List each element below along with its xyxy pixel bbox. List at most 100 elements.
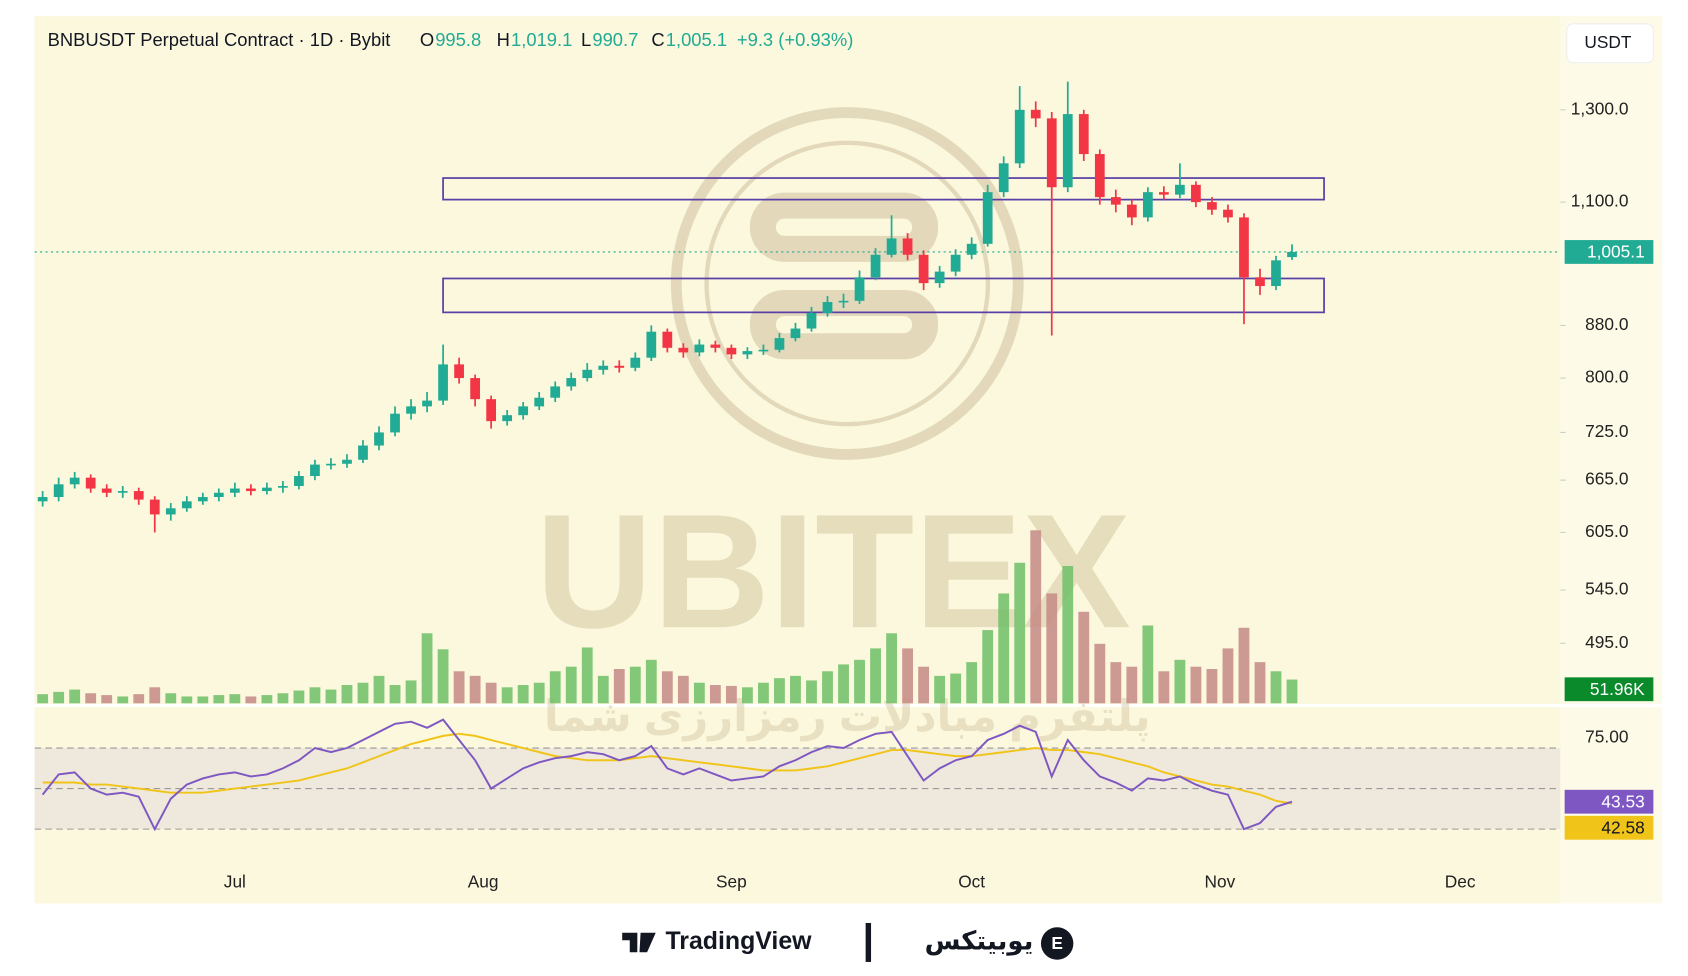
volume-label-box <box>1564 677 1654 702</box>
candle-body <box>710 344 721 348</box>
volume-bar <box>1190 666 1202 704</box>
candle-body <box>886 238 897 255</box>
candle-body <box>470 378 480 400</box>
candle-body <box>870 254 881 278</box>
candle-body <box>566 378 577 387</box>
candle-body <box>358 445 368 460</box>
candle-body <box>1191 184 1201 203</box>
candle-body <box>246 488 256 492</box>
candle-body <box>133 491 144 500</box>
volume-bar <box>405 680 417 704</box>
volume-bar <box>870 648 881 704</box>
volume-bar <box>1174 659 1186 704</box>
volume-bar <box>1094 643 1106 704</box>
rsi-ma-line <box>42 732 1293 805</box>
volume-bar <box>1142 625 1154 704</box>
volume-bar <box>181 696 193 704</box>
candle-body <box>422 400 432 407</box>
candle-body <box>662 331 673 348</box>
volume-bar <box>149 687 161 704</box>
volume-bar <box>1254 662 1266 704</box>
volume-bar <box>469 675 481 704</box>
volume-bar <box>950 673 962 704</box>
volume-bar <box>1014 562 1026 704</box>
volume-bar <box>838 664 849 704</box>
volume-bar <box>565 666 577 704</box>
candle-body <box>822 302 833 313</box>
volume-bar <box>1126 666 1138 704</box>
y-tick-label: 880.0 <box>1585 314 1628 334</box>
candle-body <box>1287 251 1297 258</box>
candle-body <box>678 347 689 353</box>
volume-bar <box>485 682 497 704</box>
volume-bar <box>693 682 705 704</box>
rsi-ma-label-box <box>1564 815 1654 840</box>
volume-bar <box>1110 662 1122 704</box>
candle-body <box>165 508 176 515</box>
zone <box>442 177 1325 201</box>
candle-body <box>1126 204 1137 218</box>
candle-body <box>774 338 785 350</box>
candle-body <box>1014 109 1025 164</box>
volume-bar <box>1030 530 1042 704</box>
volume-bar <box>742 687 753 704</box>
footer: TradingView یوبیتکس E <box>622 922 1074 962</box>
legend-key: L <box>581 29 591 50</box>
candle-body <box>934 271 945 284</box>
legend-value: 990.7 <box>592 29 638 50</box>
candle-body <box>229 488 240 493</box>
x-tick-label: Aug <box>468 872 499 892</box>
change-label: +9.3 (+0.93%) <box>737 29 853 50</box>
volume-bar <box>261 695 273 704</box>
volume-bar <box>934 675 946 704</box>
candle-body <box>1062 114 1073 188</box>
candle-body <box>1239 217 1249 278</box>
y-tick-label: 1,100.0 <box>1571 191 1629 211</box>
volume-bar <box>581 647 593 704</box>
volume-bar <box>886 633 897 704</box>
price-label-box <box>1564 240 1654 264</box>
candle-body <box>1046 118 1057 188</box>
ubitex-icon-glyph: E <box>1051 933 1063 953</box>
candle-body <box>950 254 961 272</box>
volume-bar <box>613 668 625 704</box>
volume-bar <box>357 682 369 704</box>
candle-body <box>1255 277 1265 287</box>
legend-key: C <box>651 29 664 50</box>
volume-bar <box>661 671 673 704</box>
currency-button[interactable] <box>1566 23 1654 64</box>
volume-bar <box>325 689 337 704</box>
candle-body <box>326 463 336 466</box>
volume-bar <box>293 690 305 704</box>
candle-body <box>310 464 320 477</box>
volume-bar <box>341 685 353 704</box>
volume-bar <box>1222 648 1234 704</box>
y-tick-label: 725.0 <box>1585 421 1628 441</box>
candle-body <box>838 300 849 303</box>
footer-left: TradingView <box>665 927 812 955</box>
volume-bar <box>69 689 81 704</box>
candle-body <box>582 369 593 379</box>
footer-right: یوبیتکس <box>925 925 1034 956</box>
volume-bar <box>245 696 257 704</box>
volume-bar <box>229 694 241 704</box>
chart-title: BNBUSDT Perpetual Contract · 1D · Bybit <box>48 29 391 50</box>
candle-body <box>390 413 400 433</box>
rsi-tick-label: 75.00 <box>1585 727 1628 747</box>
candle-body <box>1110 197 1121 205</box>
y-tick-label: 1,300.0 <box>1571 98 1629 118</box>
volume-bar <box>373 675 385 704</box>
candle-body <box>85 477 96 489</box>
candle-body <box>37 497 48 502</box>
volume-bar <box>389 685 401 704</box>
volume-bar <box>53 691 65 704</box>
volume-bar <box>37 694 49 704</box>
volume-bar <box>790 675 801 704</box>
candle-body <box>1175 184 1185 195</box>
candle-body <box>694 344 705 353</box>
candle-body <box>518 406 529 416</box>
x-tick-label: Oct <box>958 872 985 892</box>
candle-body <box>342 459 352 464</box>
volume-bar <box>517 685 529 704</box>
